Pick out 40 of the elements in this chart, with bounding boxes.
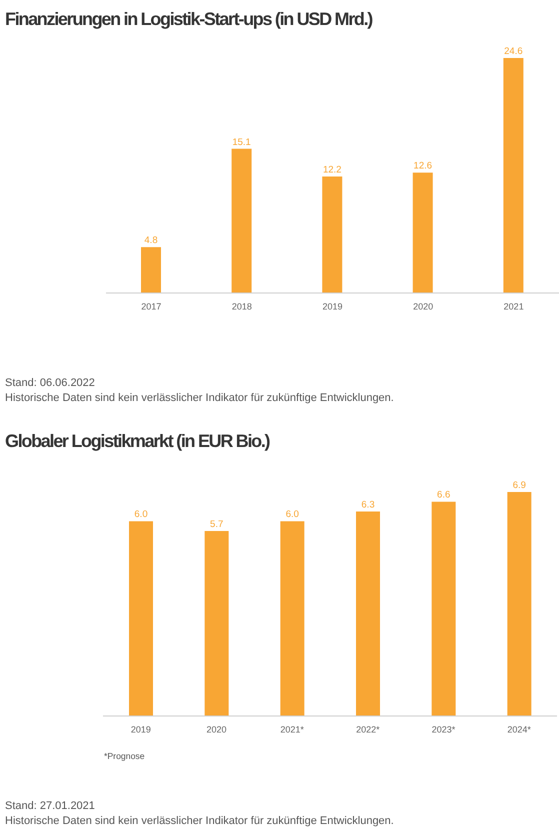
bar bbox=[322, 176, 342, 293]
x-tick-label: 2020 bbox=[413, 301, 434, 312]
data-label: 5.7 bbox=[210, 518, 224, 530]
bar bbox=[129, 521, 153, 716]
x-tick-label: 2021 bbox=[504, 301, 524, 312]
data-label: 12.2 bbox=[322, 164, 342, 176]
x-tick-label: 2017 bbox=[141, 301, 162, 312]
bar bbox=[503, 58, 524, 293]
data-label: 6.3 bbox=[361, 499, 375, 510]
x-tick-label: 2019 bbox=[322, 301, 343, 312]
x-tick-label: 2020 bbox=[206, 724, 227, 734]
x-tick-label: 2018 bbox=[232, 301, 252, 312]
bar bbox=[204, 530, 229, 716]
x-tick-label: 2023* bbox=[432, 724, 456, 734]
bar bbox=[232, 148, 252, 293]
bar bbox=[432, 502, 456, 716]
data-label: 15.1 bbox=[232, 136, 251, 148]
x-tick-label: 2022* bbox=[356, 724, 380, 734]
data-label: 6.0 bbox=[286, 509, 299, 520]
bar bbox=[356, 511, 380, 716]
bar bbox=[141, 247, 161, 293]
text: Stand: 06.06.2022 bbox=[5, 376, 95, 390]
data-label: 12.6 bbox=[414, 160, 432, 172]
bar bbox=[412, 172, 433, 293]
bar bbox=[280, 521, 304, 716]
text: Stand: 27.01.2021 bbox=[5, 799, 95, 813]
data-label: 6.0 bbox=[134, 509, 148, 520]
data-label: 24.6 bbox=[504, 46, 523, 57]
text: Historische Daten sind kein verlässlicher Indikator für zukünftige Entwicklungen. bbox=[5, 391, 394, 405]
data-label: 4.8 bbox=[144, 235, 158, 246]
text: Historische Daten sind kein verlässlicher Indikator für zukünftige Entwicklungen. bbox=[5, 814, 394, 828]
chart-title: Finanzierungen in Logistik-Start-ups (in USD Mrd.) bbox=[5, 8, 372, 30]
data-label: 6.9 bbox=[512, 480, 526, 491]
x-tick-label: 2021* bbox=[280, 724, 304, 734]
x-tick-label: 2024* bbox=[507, 724, 532, 734]
data-label: 6.6 bbox=[437, 490, 450, 501]
text: *Prognose bbox=[104, 750, 145, 763]
x-tick-label: 2019 bbox=[130, 724, 151, 734]
bar bbox=[507, 492, 532, 716]
chart-title: Globaler Logistikmarkt (in EUR Bio.) bbox=[5, 430, 270, 452]
